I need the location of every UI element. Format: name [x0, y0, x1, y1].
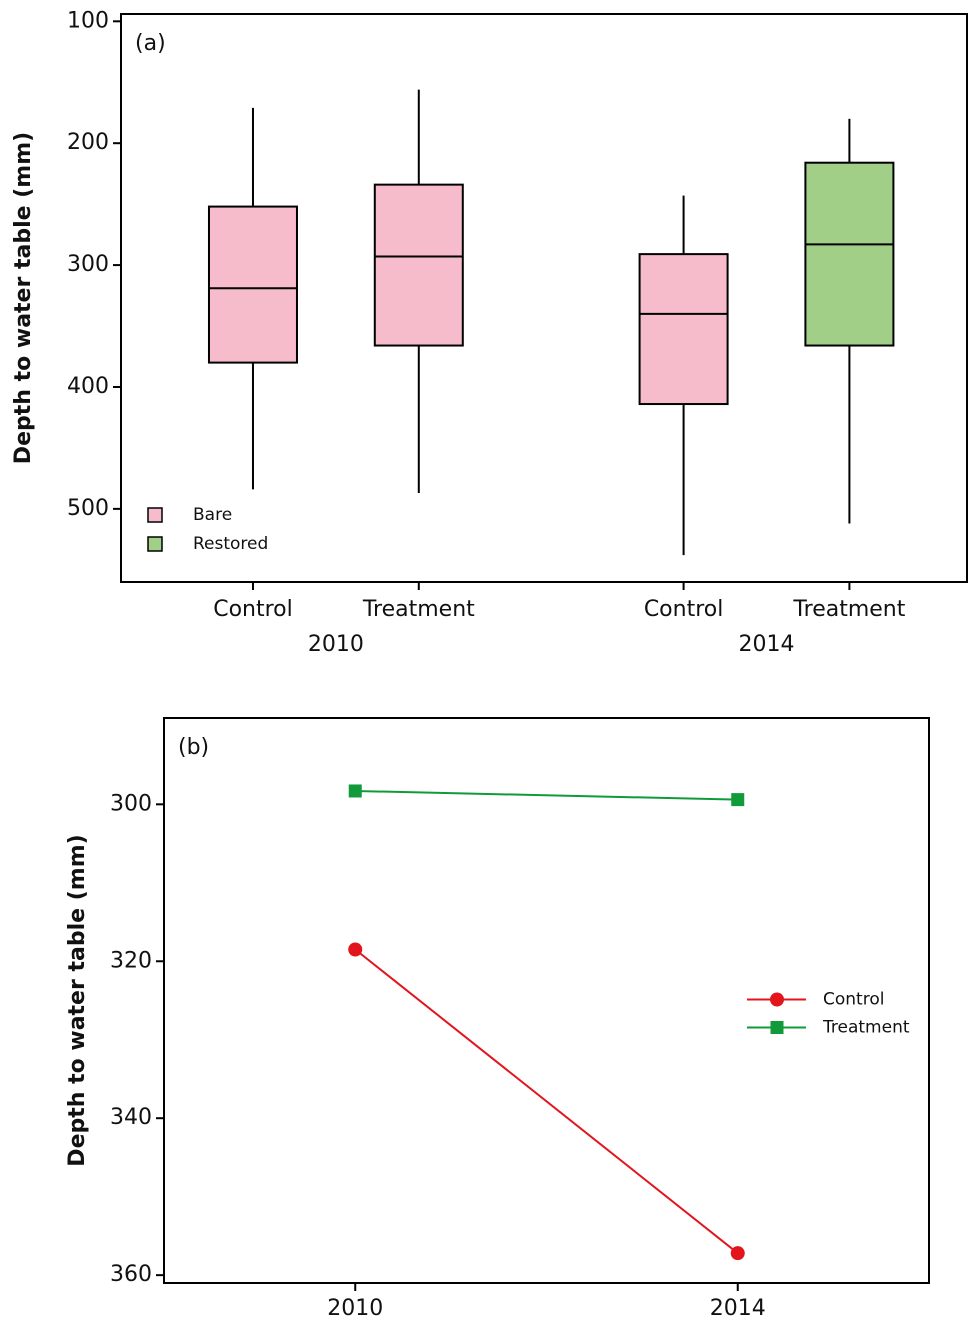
y-tick-label: 320: [110, 948, 152, 973]
y-tick-label: 200: [67, 130, 109, 155]
legend-marker: [770, 1021, 784, 1034]
y-axis-title: Depth to water table (mm): [65, 834, 90, 1166]
legend-label: Treatment: [822, 1018, 910, 1038]
y-axis-title: Depth to water table (mm): [11, 132, 36, 464]
point: [348, 942, 363, 957]
x-tick-label: 2014: [710, 1296, 766, 1321]
legend-swatch: [147, 507, 163, 523]
point: [730, 1246, 745, 1261]
legend-label: Control: [823, 990, 884, 1010]
panel-label: (b): [178, 735, 209, 760]
group-label: 2014: [738, 632, 794, 657]
group-label: 2010: [308, 632, 364, 657]
panel-label: (a): [135, 31, 166, 56]
y-tick-label: 300: [110, 791, 152, 816]
legend-label: Restored: [193, 534, 268, 554]
plot-frame: [163, 717, 930, 1284]
y-tick-label: 300: [67, 252, 109, 277]
legend-marker: [770, 992, 784, 1007]
x-tick-label: Treatment: [362, 597, 475, 622]
y-tick-label: 100: [67, 8, 109, 33]
x-tick-label: Control: [644, 597, 724, 622]
legend-swatch: [147, 536, 163, 552]
x-tick-label: Control: [213, 597, 293, 622]
y-tick-label: 360: [110, 1262, 152, 1287]
point: [731, 793, 745, 807]
x-tick-label: 2010: [327, 1296, 383, 1321]
y-tick-label: 500: [67, 496, 109, 521]
x-tick-label: Treatment: [792, 597, 905, 622]
point: [348, 784, 362, 798]
legend-label: Bare: [193, 505, 232, 525]
series-line: [354, 948, 739, 1254]
plot-frame: [120, 13, 968, 583]
box: [804, 161, 895, 347]
series-line: [355, 789, 738, 801]
y-tick-label: 340: [110, 1105, 152, 1130]
box: [638, 253, 729, 406]
y-tick-label: 400: [67, 374, 109, 399]
box: [207, 205, 298, 364]
box: [373, 183, 464, 347]
